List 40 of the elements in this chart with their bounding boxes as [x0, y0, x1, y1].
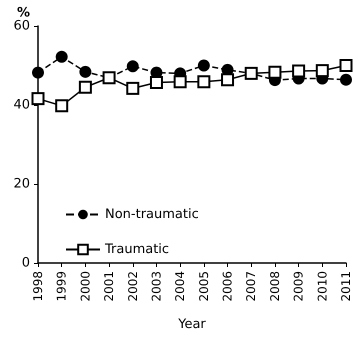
- y-tick-label: 20: [13, 176, 30, 192]
- point: [174, 75, 187, 88]
- y-tick-label: 0: [22, 256, 30, 270]
- point: [126, 60, 139, 72]
- x-axis-title: Year: [177, 317, 206, 332]
- point: [150, 76, 163, 89]
- x-tick-label: 2000: [78, 271, 92, 302]
- point: [221, 73, 234, 86]
- x-tick-label: 2008: [268, 271, 282, 302]
- x-tick-label: 2006: [220, 271, 235, 302]
- point: [340, 59, 352, 72]
- x-tick-label: 2002: [126, 271, 140, 302]
- y-axis-title: %: [16, 6, 30, 21]
- x-tick-label: 2001: [102, 271, 116, 302]
- point: [316, 64, 329, 78]
- x-tick-label: 2005: [196, 271, 211, 302]
- point: [32, 66, 44, 79]
- x-tick-label: 2004: [173, 271, 188, 302]
- y-tick-label: 40: [13, 98, 30, 112]
- point: [78, 80, 92, 94]
- y-tick-label: 60: [13, 18, 30, 34]
- point: [268, 66, 282, 79]
- point: [32, 92, 44, 106]
- legend-label: Traumatic: [104, 242, 170, 257]
- x-tick-label: 2009: [292, 271, 306, 302]
- point: [55, 99, 68, 112]
- point: [79, 66, 92, 78]
- x-tick-label: 2011: [339, 271, 353, 302]
- point: [292, 64, 306, 78]
- x-tick-label: 2007: [244, 271, 258, 302]
- x-tick-label: 1999: [54, 271, 69, 302]
- x-tick-label: 2010: [315, 271, 330, 302]
- x-tick-label: 2003: [149, 271, 164, 302]
- point: [126, 82, 140, 95]
- point: [340, 74, 352, 86]
- point: [197, 75, 210, 88]
- x-tick-label: 1998: [31, 271, 45, 302]
- point: [56, 50, 68, 63]
- point: [198, 60, 210, 72]
- legend-label: Non-traumatic: [105, 207, 199, 222]
